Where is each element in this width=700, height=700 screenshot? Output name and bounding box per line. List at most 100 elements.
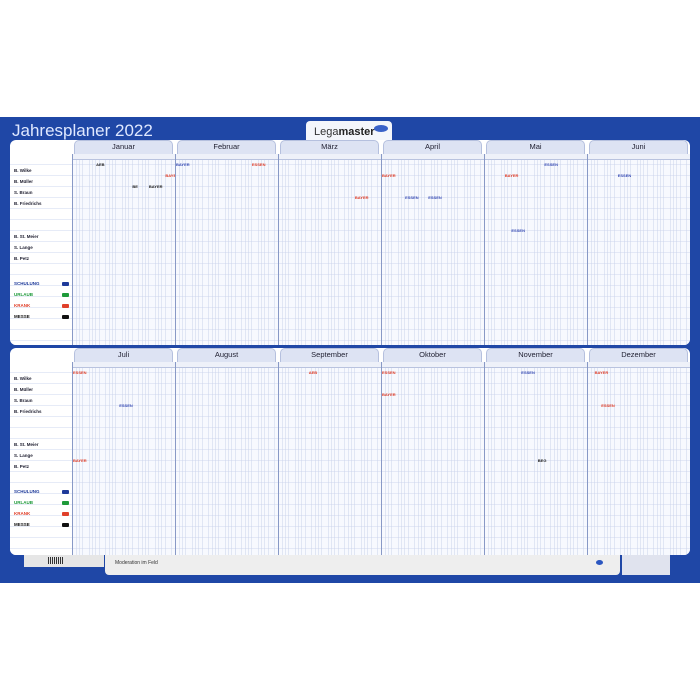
legend-label: KRANK <box>14 303 31 308</box>
planner-entry[interactable]: BAYER <box>594 370 609 375</box>
planner-entry[interactable]: BAYER <box>354 195 369 200</box>
month-tab: Juli <box>74 348 173 362</box>
month-column[interactable]: BAYER ESSEN ESSEN <box>381 154 484 345</box>
month-tabs: Juli August September Oktober November Dezemb… <box>72 348 690 362</box>
month-tab: März <box>280 140 379 154</box>
calendar-grid[interactable]: AEB BE BAYER BAYER BAYER ESSEN BAYER BAYER ESSEN… <box>72 154 690 345</box>
planner-entry[interactable]: BAYER <box>382 173 396 178</box>
planner-entry[interactable]: ESSEN <box>382 370 396 375</box>
week-row <box>382 154 484 160</box>
month-column[interactable]: ESSEN BAYER <box>381 362 484 555</box>
month-tab: September <box>280 348 379 362</box>
month-tab: Februar <box>177 140 276 154</box>
month-column[interactable]: AEB BE BAYER BAYER <box>72 154 179 345</box>
week-row <box>485 362 587 368</box>
person-name: B. Müller <box>14 179 34 184</box>
legend-label: MESSE <box>14 522 30 527</box>
legend-label: URLAUB <box>14 292 33 297</box>
planner-entry[interactable]: BAYER <box>176 162 190 167</box>
planner-entry[interactable]: ESSEN <box>601 403 615 408</box>
planner-entry[interactable]: BAYER <box>148 184 163 189</box>
person-name: S. Lange <box>14 453 33 458</box>
planner-entry[interactable]: BAYER <box>165 173 180 178</box>
person-name: B. Petz <box>14 256 30 261</box>
planner-entry[interactable]: ESSEN <box>544 162 558 167</box>
legend-magnet-icon[interactable] <box>62 293 69 297</box>
footer-strip: Moderation im Feld <box>105 555 620 575</box>
week-row <box>73 362 175 368</box>
planner-entry[interactable]: BAYER <box>504 173 519 178</box>
footer-logo-icon <box>596 560 603 565</box>
month-column[interactable]: ESSEN ESSEN BAYER <box>72 362 175 555</box>
planner-entry[interactable]: ESSEN <box>617 173 632 178</box>
month-tabs: Januar Februar März April Mai Juni <box>72 140 690 154</box>
calendar-grid[interactable]: ESSEN ESSEN BAYER AEB ESSEN BAYER ESSEN BEG BAYE… <box>72 362 690 555</box>
person-name: B. Petz <box>14 464 30 469</box>
legend-label: KRANK <box>14 511 31 516</box>
week-row <box>279 362 381 368</box>
names-column: B. Wilke B. Müller S. Braun B. Friedrichs B.… <box>10 362 72 555</box>
month-column[interactable]: BAYER ESSEN <box>587 362 690 555</box>
person-name: S. Lange <box>14 245 33 250</box>
legend-magnet-icon[interactable] <box>62 523 69 527</box>
legend-label: SCHULUNG <box>14 281 40 286</box>
week-row <box>73 154 175 160</box>
month-column[interactable]: AEB <box>278 362 381 555</box>
planner-entry[interactable]: BE <box>132 184 138 189</box>
product-label <box>24 555 104 567</box>
month-tab: August <box>177 348 276 362</box>
week-row <box>382 362 484 368</box>
planner-entry[interactable]: ESSEN <box>119 403 133 408</box>
month-tab: November <box>486 348 585 362</box>
person-name: B. St. Meier <box>14 234 39 239</box>
planner-entry[interactable]: ESSEN <box>251 162 266 167</box>
month-column[interactable]: BAYER <box>278 154 381 345</box>
names-column: B. Wilke B. Müller S. Braun B. Friedrichs B.… <box>10 154 72 345</box>
planner-entry[interactable]: AEB <box>96 162 105 167</box>
week-row <box>485 154 587 160</box>
legend-magnet-icon[interactable] <box>62 512 69 516</box>
person-name: B. Müller <box>14 387 34 392</box>
barcode-icon <box>48 557 64 564</box>
brand-logo: Legamaster <box>306 121 392 143</box>
legend-magnet-icon[interactable] <box>62 501 69 505</box>
legend-magnet-icon[interactable] <box>62 315 69 319</box>
legend-label: URLAUB <box>14 500 33 505</box>
week-row <box>588 154 690 160</box>
brand-bold: master <box>338 126 375 138</box>
planner-entry[interactable]: BAYER <box>382 392 396 397</box>
legend-magnet-icon[interactable] <box>62 490 69 494</box>
planner-half-1: B. Wilke B. Müller S. Braun B. Friedrichs B.… <box>10 140 690 345</box>
planner-entry[interactable]: ESSEN <box>428 195 442 200</box>
planner-entry[interactable]: ESSEN <box>511 228 525 233</box>
month-column[interactable]: BAYER ESSEN ESSEN <box>484 154 587 345</box>
legend-magnet-icon[interactable] <box>62 282 69 286</box>
planner-entry[interactable]: ESSEN <box>521 370 535 375</box>
month-tab: Oktober <box>383 348 482 362</box>
person-name: S. Braun <box>14 190 33 195</box>
month-column[interactable] <box>175 362 278 555</box>
week-row <box>176 362 278 368</box>
footer-note: Moderation im Feld <box>115 560 158 566</box>
planner-entry[interactable]: ESSEN <box>405 195 419 200</box>
legend-label: SCHULUNG <box>14 489 40 494</box>
logo-dot-icon <box>374 125 388 132</box>
month-column[interactable]: ESSEN BEG <box>484 362 587 555</box>
person-name: S. Braun <box>14 398 33 403</box>
person-name: B. Friedrichs <box>14 201 42 206</box>
planner-entry[interactable]: ESSEN <box>73 370 87 375</box>
month-tab: Mai <box>486 140 585 154</box>
planner-entry[interactable]: AEB <box>308 370 318 375</box>
person-name: B. Wilke <box>14 376 32 381</box>
month-column[interactable]: ESSEN <box>587 154 690 345</box>
legend-magnet-icon[interactable] <box>62 304 69 308</box>
planner-entry[interactable]: BAYER <box>73 458 87 463</box>
week-row <box>176 154 278 160</box>
month-column[interactable]: BAYER ESSEN <box>175 154 278 345</box>
week-row <box>279 154 381 160</box>
month-tab: April <box>383 140 482 154</box>
planner-entry[interactable]: BEG <box>537 458 547 463</box>
month-tab: Juni <box>589 140 688 154</box>
info-card <box>622 555 670 575</box>
person-name: B. Friedrichs <box>14 409 42 414</box>
